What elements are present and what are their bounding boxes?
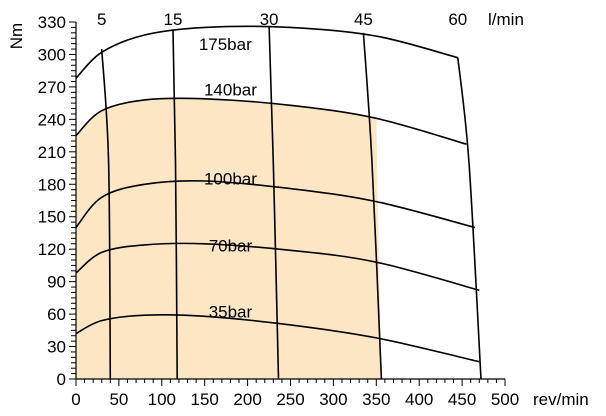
x-tick-label: 500	[491, 390, 519, 409]
top-axis-unit: l/min	[488, 10, 524, 29]
x-tick-label: 400	[405, 390, 433, 409]
x-tick-label: 50	[109, 390, 128, 409]
highlight-region	[76, 98, 382, 380]
y-tick-label: 120	[38, 240, 66, 259]
y-tick-label: 270	[38, 78, 66, 97]
x-tick-label: 200	[233, 390, 261, 409]
flow-line-15	[172, 30, 178, 380]
y-tick-label: 180	[38, 175, 66, 194]
pressure-label-100bar: 100bar	[204, 169, 257, 188]
flow-line-5	[100, 48, 112, 380]
x-tick-label: 300	[319, 390, 347, 409]
pressure-curve-175bar	[75, 25, 459, 79]
flow-label-15: 15	[163, 10, 182, 29]
x-tick-label: 450	[448, 390, 476, 409]
flow-line-45	[362, 32, 383, 380]
pressure-label-140bar: 140bar	[204, 81, 257, 100]
y-tick-label: 0	[57, 370, 66, 389]
y-tick-label: 90	[47, 273, 66, 292]
y-axis-unit: Nm	[7, 23, 26, 49]
pressure-label-175bar: 175bar	[199, 35, 252, 54]
operating-region-layer	[76, 98, 382, 380]
flow-line-60	[457, 57, 482, 380]
x-tick-label: 150	[191, 390, 219, 409]
pressure-label-70bar: 70bar	[209, 236, 253, 255]
curves-layer	[75, 25, 482, 380]
flow-label-5: 5	[97, 10, 106, 29]
flow-line-30	[268, 26, 280, 380]
y-tick-label: 150	[38, 208, 66, 227]
y-tick-label: 210	[38, 143, 66, 162]
labels-layer: 5 15 30 45 60 175bar 140bar 100bar 70bar 35bar	[97, 10, 467, 321]
pressure-curve-70bar	[75, 242, 480, 292]
flow-label-60: 60	[448, 10, 467, 29]
y-tick-label: 60	[47, 305, 66, 324]
y-tick-label: 330	[38, 13, 66, 32]
y-tick-label: 240	[38, 110, 66, 129]
x-tick-label: 250	[276, 390, 304, 409]
pressure-curve-100bar	[75, 180, 476, 229]
y-tick-label: 300	[38, 45, 66, 64]
flow-label-45: 45	[354, 10, 373, 29]
x-tick-label: 350	[362, 390, 390, 409]
axes-layer: 0 30 60 90 120 150 180 210 240 270 300 330 0 50 100 150…	[38, 13, 520, 409]
pressure-curve-140bar	[75, 97, 467, 145]
x-tick-label: 100	[148, 390, 176, 409]
flow-label-30: 30	[260, 10, 279, 29]
x-tick-label: 0	[71, 390, 80, 409]
x-axis-unit: rev/min	[533, 390, 589, 409]
y-tick-label: 30	[47, 338, 66, 357]
pressure-curve-35bar	[75, 313, 480, 363]
pressure-label-35bar: 35bar	[209, 302, 253, 321]
